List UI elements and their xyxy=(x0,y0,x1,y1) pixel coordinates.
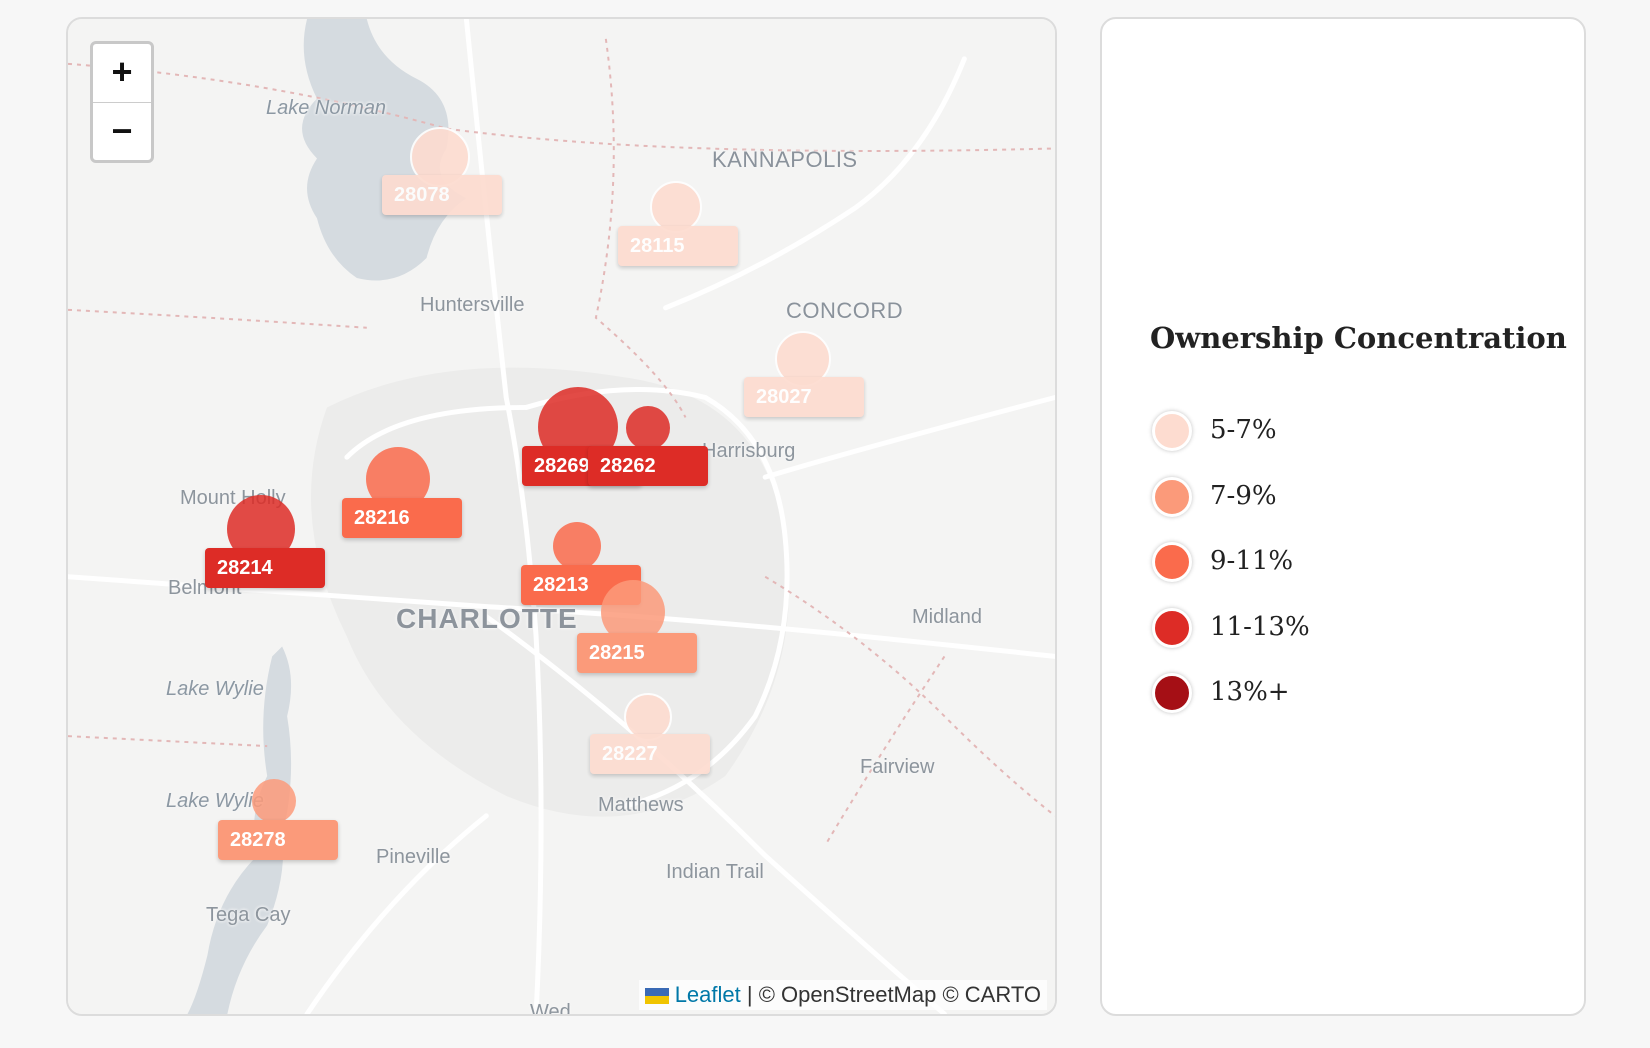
zip-label[interactable]: 28115 xyxy=(618,226,738,266)
legend-swatch-icon xyxy=(1152,542,1192,582)
zip-circle-marker[interactable] xyxy=(626,406,670,450)
place-tega-cay: Tega Cay xyxy=(206,904,291,926)
legend-swatch-icon xyxy=(1152,673,1192,713)
attribution-credits[interactable]: © OpenStreetMap © CARTO xyxy=(758,982,1041,1007)
zip-label[interactable]: 28078 xyxy=(382,175,502,215)
catawba-river-water xyxy=(187,646,292,1014)
zip-label[interactable]: 28027 xyxy=(744,377,864,417)
zip-label[interactable]: 28278 xyxy=(218,820,338,860)
place-midland: Midland xyxy=(912,606,983,628)
legend-label: 9-11% xyxy=(1210,546,1294,576)
legend-panel: Ownership Concentration 5-7% 7-9% 9-11% 11-… xyxy=(1100,17,1586,1016)
place-kannapolis: KANNAPOLIS xyxy=(712,147,858,172)
legend-label: 13%+ xyxy=(1210,677,1290,707)
place-huntersville: Huntersville xyxy=(420,294,525,316)
map-attribution: Leaflet | © OpenStreetMap © CARTO xyxy=(638,980,1047,1010)
base-map[interactable] xyxy=(68,19,1055,1014)
place-lake-wylie: Lake Wylie xyxy=(166,678,264,700)
place-matthews: Matthews xyxy=(598,794,684,816)
attribution-separator: | xyxy=(746,982,753,1007)
zoom-out-button[interactable]: − xyxy=(111,110,133,151)
zip-circle-marker[interactable] xyxy=(624,693,672,741)
legend-swatch-icon xyxy=(1152,477,1192,517)
place-lake-norman: Lake Norman xyxy=(266,97,387,119)
zip-label[interactable]: 28227 xyxy=(590,734,710,774)
place-pineville: Pineville xyxy=(376,846,451,868)
zip-label[interactable]: 28262 xyxy=(588,446,708,486)
leaflet-link[interactable]: Leaflet xyxy=(674,982,741,1007)
ukraine-flag-icon xyxy=(644,988,669,1005)
lake-norman-water xyxy=(302,19,467,281)
place-fairview: Fairview xyxy=(860,756,935,778)
legend-label: 5-7% xyxy=(1210,415,1277,445)
place-concord: CONCORD xyxy=(786,298,904,323)
place-harrisburg: Harrisburg xyxy=(702,440,796,462)
legend-swatch-icon xyxy=(1152,608,1192,648)
zip-label[interactable]: 28214 xyxy=(205,548,325,588)
map-container[interactable]: Lake Norman KANNAPOLIS Huntersville CONC… xyxy=(66,17,1057,1016)
zip-label[interactable]: 28215 xyxy=(577,633,697,673)
zip-circle-marker[interactable] xyxy=(252,779,296,823)
place-weddington: Wed... xyxy=(530,1001,588,1016)
zip-circle-marker[interactable] xyxy=(553,522,601,570)
place-indian-trail: Indian Trail xyxy=(666,861,764,883)
legend-title: Ownership Concentration xyxy=(1150,321,1567,355)
legend-swatch-icon xyxy=(1152,411,1192,451)
zoom-in-button[interactable]: + xyxy=(93,44,151,103)
place-charlotte: CHARLOTTE xyxy=(396,603,578,634)
zoom-control: + − xyxy=(90,41,154,163)
zip-label[interactable]: 28216 xyxy=(342,498,462,538)
legend-label: 11-13% xyxy=(1210,612,1310,642)
place-lake-wylie-south: Lake Wylie xyxy=(166,790,264,812)
legend-label: 7-9% xyxy=(1210,481,1277,511)
